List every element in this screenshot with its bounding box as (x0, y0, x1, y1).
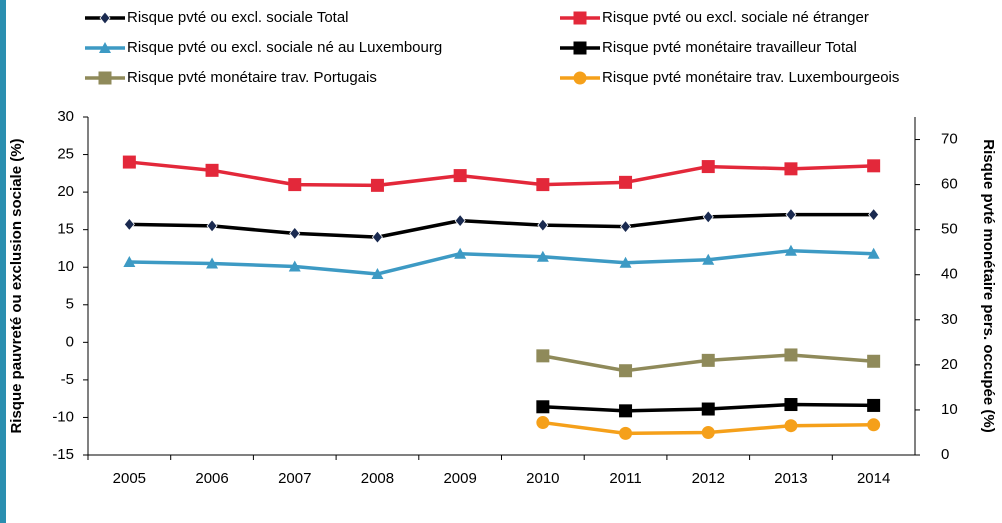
marker (573, 71, 587, 85)
marker (536, 349, 550, 363)
y-tick-label: 25 (57, 146, 74, 163)
y-tick-label: 5 (66, 296, 74, 313)
marker (371, 230, 383, 244)
marker (619, 364, 633, 378)
marker (867, 159, 881, 173)
series-line (129, 248, 874, 276)
series-line (129, 160, 874, 188)
marker (288, 260, 301, 272)
marker (867, 247, 880, 259)
legend-label: Risque pvté monétaire travailleur Total (602, 39, 857, 56)
marker (619, 175, 633, 189)
y2-tick-label: 70 (941, 131, 958, 148)
marker (619, 404, 633, 418)
y2-axis-title: Risque pvté monétaire pers. occupée (%) (980, 139, 997, 432)
y2-tick-label: 0 (941, 446, 949, 463)
marker (536, 400, 550, 414)
marker (702, 210, 714, 224)
y2-tick-label: 10 (941, 401, 958, 418)
marker (784, 162, 798, 176)
marker (867, 354, 881, 368)
y-tick-label: -15 (52, 446, 74, 463)
marker (288, 178, 302, 192)
y2-tick-label: 30 (941, 311, 958, 328)
y2-tick-label: 60 (941, 176, 958, 193)
marker (784, 348, 798, 362)
y2-tick-label: 40 (941, 266, 958, 283)
marker (784, 419, 798, 433)
x-tick-label: 2014 (857, 470, 890, 487)
x-tick-label: 2013 (774, 470, 807, 487)
marker (701, 353, 715, 367)
marker (98, 71, 112, 85)
side-strip (0, 0, 6, 523)
x-tick-label: 2011 (609, 470, 641, 487)
marker (536, 250, 549, 262)
y-tick-label: 30 (57, 108, 74, 125)
marker (536, 416, 550, 430)
marker (123, 255, 136, 267)
x-tick-label: 2008 (361, 470, 394, 487)
marker (784, 398, 798, 412)
marker (99, 42, 111, 53)
marker (785, 208, 797, 222)
marker (784, 244, 797, 256)
y-tick-label: 0 (66, 333, 74, 350)
marker (289, 226, 301, 241)
x-tick-label: 2007 (278, 470, 311, 487)
x-tick-label: 2005 (113, 470, 146, 487)
marker (370, 178, 384, 192)
y-tick-label: 20 (57, 183, 74, 200)
legend-label: Risque pvté monétaire trav. Luxembourgeo… (602, 69, 899, 86)
marker (537, 218, 549, 232)
y-tick-label: 10 (57, 258, 74, 275)
marker (122, 155, 136, 169)
marker (701, 402, 715, 416)
marker (99, 11, 111, 25)
y-tick-label: -10 (52, 408, 74, 425)
marker (454, 214, 466, 228)
marker (702, 253, 715, 265)
marker (620, 220, 632, 234)
marker (573, 11, 587, 25)
marker (867, 418, 881, 432)
marker (619, 256, 632, 268)
legend-label: Risque pvté ou excl. sociale Total (127, 9, 349, 26)
marker (123, 217, 135, 232)
marker (573, 41, 587, 55)
legend-label: Risque pvté ou excl. sociale né étranger (602, 9, 869, 26)
marker (867, 398, 881, 412)
legend-label: Risque pvté ou excl. sociale né au Luxem… (127, 39, 442, 56)
y-tick-label: 15 (57, 221, 74, 238)
legend-label: Risque pvté monétaire trav. Portugais (127, 69, 377, 86)
x-tick-label: 2012 (692, 470, 725, 487)
y2-tick-label: 50 (941, 221, 958, 238)
marker (701, 160, 715, 174)
marker (453, 169, 467, 183)
x-tick-label: 2009 (443, 470, 476, 487)
marker (206, 257, 219, 269)
y-tick-label: -5 (61, 371, 74, 388)
series-line (129, 212, 874, 239)
y-axis-title: Risque pauvreté ou exclusion sociale (%) (8, 138, 25, 433)
marker (454, 247, 467, 259)
marker (371, 267, 384, 279)
x-tick-label: 2010 (526, 470, 559, 487)
marker (619, 426, 633, 440)
y2-tick-label: 20 (941, 356, 958, 373)
x-tick-label: 2006 (195, 470, 228, 487)
marker (536, 178, 550, 192)
marker (205, 163, 219, 177)
marker (701, 425, 715, 439)
marker (206, 219, 218, 233)
marker (868, 208, 880, 222)
